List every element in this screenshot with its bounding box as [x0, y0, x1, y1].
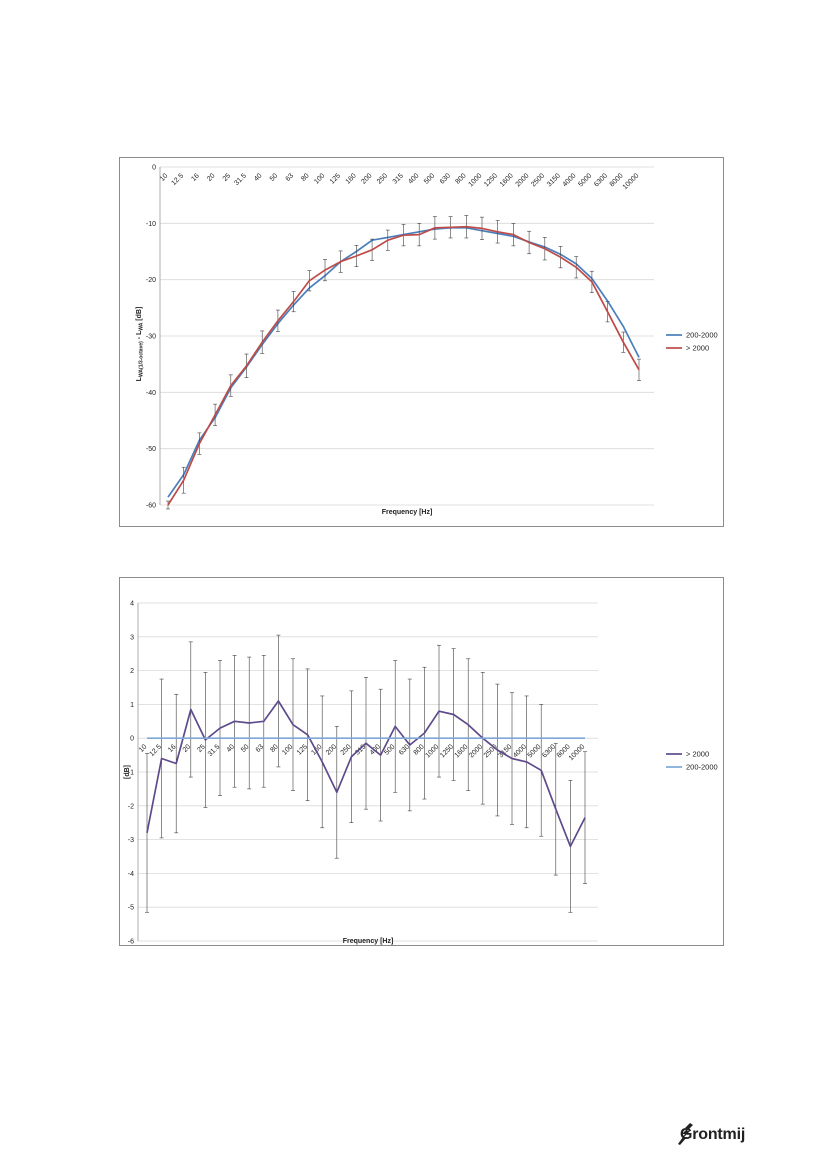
series-line-0 — [167, 226, 640, 498]
x-tick-label: 125 — [296, 743, 309, 756]
x-tick-label: 63 — [285, 172, 296, 183]
grontmij-logo: Grontmij — [676, 1122, 745, 1148]
x-tick-label: 12.5 — [148, 743, 163, 758]
x-tick-label: 315 — [392, 172, 405, 185]
x-tick-label: 1000 — [424, 743, 440, 759]
chart-1-plot: 0 -10 -20 -30 -40 -50 -60 10 12.5 16 20 25 31.5 40 50 6… — [136, 165, 718, 517]
y-tick-label: -40 — [146, 390, 156, 397]
y-tick-label: -10 — [146, 221, 156, 228]
legend-label-1: > 2000 — [686, 344, 709, 353]
x-tick-label: 160 — [345, 172, 358, 185]
x-tick-label: 125 — [329, 172, 342, 185]
y-tick-label: -60 — [146, 503, 156, 510]
x-tick-label: 2000 — [468, 743, 484, 759]
x-tick-label: 200 — [325, 743, 338, 756]
x-tick-label: 630 — [439, 172, 452, 185]
x-tick-label: 250 — [340, 743, 353, 756]
x-tick-label: 20 — [206, 172, 217, 183]
y-axis-title-part: WA(1/3-octave) — [139, 341, 145, 377]
y-tick-label: -2 — [128, 803, 134, 810]
y-tick-label: -30 — [146, 334, 156, 341]
y-axis-title-part: L — [136, 376, 143, 381]
x-tick-label: 200 — [360, 172, 373, 185]
series-line-1 — [167, 225, 640, 506]
series-line-0 — [146, 700, 586, 848]
y-axis-title: LWA(1/3-octave) - LWA [dB] — [136, 307, 145, 382]
y-tick-label: -50 — [146, 446, 156, 453]
x-tick-label: 10 — [159, 172, 170, 183]
x-tick-label: 40 — [253, 172, 264, 183]
y-tick-label: 0 — [152, 165, 156, 172]
legend-label-0: > 2000 — [686, 750, 709, 759]
y-tick-label: -4 — [128, 871, 134, 878]
chart-2: 4 3 2 1 0 -1 -2 -3 -4 -5 -6 10 12.5 16 20 25 31.5 40 50 63 8… — [119, 577, 724, 946]
y-tick-label: 0 — [130, 736, 134, 743]
x-tick-label: 315 — [354, 743, 367, 756]
x-tick-label: 2000 — [515, 172, 531, 188]
x-tick-label: 50 — [240, 743, 251, 754]
y-tick-label: -3 — [128, 837, 134, 844]
y-tick-label: -6 — [128, 939, 134, 946]
grontmij-logo-icon — [678, 1123, 693, 1145]
y-tick-label: 4 — [130, 601, 134, 608]
legend-label-0: 200-2000 — [686, 331, 718, 340]
x-tick-label: 6300 — [593, 172, 609, 188]
x-axis-title: Frequency [Hz] — [343, 938, 394, 945]
y-axis-title-part: [dB] — [136, 307, 143, 323]
y-tick-label: -20 — [146, 277, 156, 284]
x-tick-label: 5000 — [527, 743, 543, 759]
x-tick-label: 5000 — [577, 172, 593, 188]
logo-text: Grontmij — [680, 1126, 746, 1143]
x-tick-label: 25 — [222, 172, 233, 183]
x-tick-label: 250 — [376, 172, 389, 185]
x-tick-label: 400 — [407, 172, 420, 185]
x-tick-label: 10000 — [568, 743, 587, 762]
x-tick-label: 12.5 — [171, 172, 186, 187]
legend-label-1: 200-2000 — [686, 763, 718, 772]
x-tick-label: 100 — [313, 172, 326, 185]
x-tick-label: 500 — [423, 172, 436, 185]
x-tick-label: 80 — [300, 172, 311, 183]
x-tick-label: 1600 — [454, 743, 470, 759]
x-tick-label: 31.5 — [207, 743, 222, 758]
x-tick-label: 3150 — [546, 172, 562, 188]
x-tick-label: 1250 — [439, 743, 455, 759]
x-tick-label: 31.5 — [233, 172, 248, 187]
x-tick-label: 16 — [167, 743, 178, 754]
x-axis-title: Frequency [Hz] — [382, 509, 433, 516]
x-tick-label: 4000 — [562, 172, 578, 188]
x-tick-label: 800 — [455, 172, 468, 185]
x-tick-label: 1600 — [499, 172, 515, 188]
x-tick-label: 25 — [196, 743, 207, 754]
chart-1: 0 -10 -20 -30 -40 -50 -60 10 12.5 16 20 25 31.5 40 50 6… — [119, 157, 724, 527]
y-axis-title-part: WA — [139, 322, 145, 330]
x-tick-label: 10 — [138, 743, 149, 754]
x-tick-label: 20 — [182, 743, 193, 754]
y-tick-label: -5 — [128, 905, 134, 912]
x-tick-label: 6300 — [541, 743, 557, 759]
y-axis-title-part: - L — [136, 330, 143, 341]
x-tick-label: 40 — [226, 743, 237, 754]
y-tick-label: 1 — [130, 702, 134, 709]
y-axis-title: [dB] — [124, 765, 131, 779]
y-tick-label: 3 — [130, 634, 134, 641]
x-tick-label: 1000 — [467, 172, 483, 188]
x-tick-label: 1250 — [483, 172, 499, 188]
x-tick-label: 80 — [269, 743, 280, 754]
y-tick-label: -1 — [128, 770, 134, 777]
x-tick-label: 63 — [255, 743, 266, 754]
x-tick-label: 50 — [269, 172, 280, 183]
x-tick-label: 100 — [281, 743, 294, 756]
x-tick-label: 2500 — [530, 172, 546, 188]
x-tick-label: 16 — [190, 172, 201, 183]
x-tick-label: 4000 — [512, 743, 528, 759]
x-tick-label: 10000 — [622, 172, 641, 191]
y-tick-label: 2 — [130, 668, 134, 675]
